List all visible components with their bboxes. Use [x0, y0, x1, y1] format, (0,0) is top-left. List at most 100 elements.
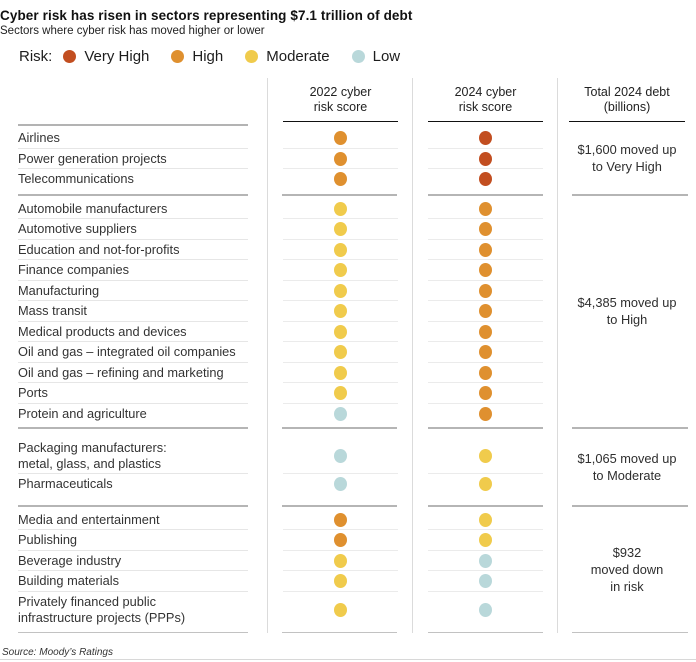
header-2022-score: 2022 cyber risk score — [268, 78, 413, 122]
table-row: Protein and agriculture — [0, 404, 558, 425]
risk-dot-2024 — [479, 222, 492, 237]
sector-label: Publishing — [0, 530, 268, 551]
risk-dot-2022 — [334, 345, 347, 360]
group-rows: Media and entertainment Publishing Bever… — [0, 510, 558, 628]
score-2022-cell — [268, 342, 413, 363]
score-2022-cell — [268, 383, 413, 404]
very-high-dot-icon — [63, 50, 77, 63]
score-2022-cell — [268, 301, 413, 322]
legend-prefix: Risk: — [19, 48, 53, 65]
score-2022-cell — [268, 128, 413, 149]
table-row: Publishing — [0, 530, 558, 551]
table-row: Building materials — [0, 571, 558, 592]
risk-dot-2022 — [334, 602, 347, 617]
risk-dot-2022 — [334, 512, 347, 527]
sector-label: Privately financed public infrastructure… — [18, 593, 186, 625]
sector-label: Packaging manufacturers: metal, glass, a… — [0, 438, 268, 474]
risk-dot-2024 — [479, 283, 492, 298]
score-2024-cell — [413, 260, 558, 281]
risk-dot-2024 — [479, 602, 492, 617]
sector-label: Telecommunications — [18, 171, 134, 187]
debt-note: $4,385 moved up to High — [577, 295, 677, 328]
score-2024-cell — [413, 281, 558, 302]
debt-note: $932 moved down in risk — [590, 544, 664, 594]
risk-dot-2024 — [479, 172, 492, 187]
group-separator — [0, 427, 696, 429]
sector-group: Automobile manufacturers Automotive supp… — [0, 196, 696, 428]
sector-label: Pharmaceuticals — [18, 476, 113, 492]
group-separator — [0, 631, 696, 633]
group-separator — [0, 504, 696, 507]
risk-dot-2024 — [479, 449, 492, 463]
risk-dot-2022 — [334, 263, 347, 278]
score-2024-cell — [413, 169, 558, 190]
table-row: Automotive suppliers — [0, 219, 558, 240]
table-header: 2022 cyber risk score 2024 cyber risk sc… — [0, 78, 696, 126]
legend-item-label: Low — [372, 48, 401, 65]
risk-dot-2024 — [479, 386, 492, 401]
sector-label: Mass transit — [0, 301, 268, 322]
legend-item: Moderate — [245, 48, 330, 65]
risk-dot-2024 — [479, 304, 492, 319]
score-2024-cell — [413, 474, 558, 495]
sector-group: Media and entertainment Publishing Bever… — [0, 507, 696, 632]
sector-label: Education and not-for-profits — [0, 240, 268, 261]
legend-item: Low — [351, 48, 401, 65]
debt-note: $1,065 moved up to Moderate — [577, 450, 677, 483]
column-divider — [412, 78, 413, 633]
table-row: Oil and gas – integrated oil companies — [0, 342, 558, 363]
header-2024-score: 2024 cyber risk score — [413, 78, 558, 122]
group-rows: Packaging manufacturers: metal, glass, a… — [0, 438, 558, 495]
sector-group: Packaging manufacturers: metal, glass, a… — [0, 429, 696, 505]
column-divider — [557, 78, 558, 633]
column-divider — [267, 78, 268, 633]
score-2024-cell — [413, 149, 558, 170]
risk-dot-2024 — [479, 533, 492, 548]
risk-dot-2022 — [334, 386, 347, 401]
sector-label: Building materials — [0, 571, 268, 592]
score-2022-cell — [268, 322, 413, 343]
sector-label: Oil and gas – integrated oil companies — [0, 342, 268, 363]
risk-dot-2024 — [479, 242, 492, 257]
score-2024-cell — [413, 404, 558, 425]
score-2022-cell — [268, 240, 413, 261]
score-2024-cell — [413, 592, 558, 628]
legend-item-label: Moderate — [266, 48, 330, 65]
risk-table: 2022 cyber risk score 2024 cyber risk sc… — [0, 78, 696, 633]
risk-dot-2024 — [479, 512, 492, 527]
chart-title: Cyber risk has risen in sectors represen… — [0, 8, 413, 23]
risk-dot-2022 — [334, 365, 347, 380]
risk-dot-2022 — [334, 131, 347, 146]
table-body: Airlines Power generation projects Telec… — [0, 122, 696, 633]
risk-dot-2022 — [334, 553, 347, 568]
score-2024-cell — [413, 342, 558, 363]
sector-label: Protein and agriculture — [18, 405, 147, 421]
table-row: Packaging manufacturers: metal, glass, a… — [0, 438, 558, 474]
sector-label: Airlines — [0, 128, 268, 149]
sector-group: Airlines Power generation projects Telec… — [0, 122, 696, 194]
sector-label: Media and entertainment — [0, 510, 268, 531]
score-2022-cell — [268, 199, 413, 220]
legend-item: Very High — [63, 48, 149, 65]
chart-subtitle: Sectors where cyber risk has moved highe… — [0, 25, 265, 37]
score-2022-cell — [268, 169, 413, 190]
sector-label: Automobile manufacturers — [0, 199, 268, 220]
sector-label: Oil and gas – refining and marketing — [0, 363, 268, 384]
table-row: Privately financed public infrastructure… — [0, 592, 558, 628]
risk-dot-2024 — [479, 201, 492, 216]
score-2022-cell — [268, 438, 413, 474]
score-2024-cell — [413, 128, 558, 149]
risk-dot-2024 — [479, 345, 492, 360]
score-2022-cell — [268, 530, 413, 551]
score-2022-cell — [268, 474, 413, 495]
source-note: Source: Moody’s Ratings — [2, 647, 113, 658]
table-row: Oil and gas – refining and marketing — [0, 363, 558, 384]
header-debt-label: Total 2024 debt (billions) — [584, 84, 670, 115]
header-2024-label: 2024 cyber risk score — [454, 84, 517, 115]
sector-label: Power generation projects — [0, 149, 268, 170]
group-rows: Airlines Power generation projects Telec… — [0, 128, 558, 190]
risk-dot-2022 — [334, 172, 347, 187]
score-2022-cell — [268, 510, 413, 531]
score-2022-cell — [268, 592, 413, 628]
score-2022-cell — [268, 281, 413, 302]
